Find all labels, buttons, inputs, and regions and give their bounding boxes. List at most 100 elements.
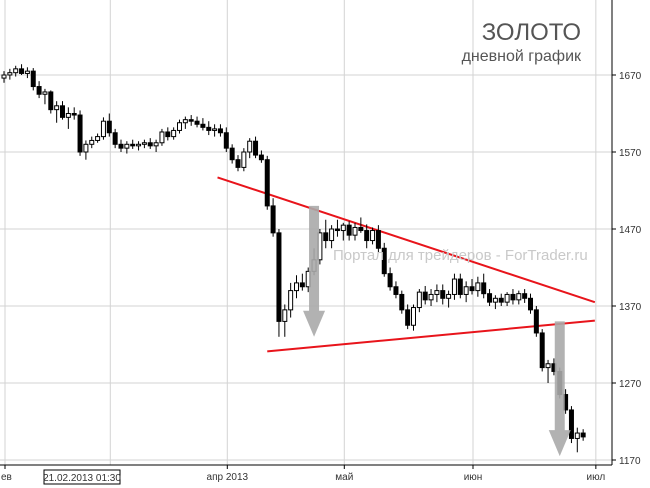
- candle-body-down: [30, 70, 36, 88]
- candle-body-up: [282, 309, 288, 322]
- y-axis: 1170 1270 1370 1470 1570 1670: [612, 71, 642, 467]
- candle-body-down: [440, 290, 446, 299]
- candle-16: [95, 133, 101, 143]
- candle-body-up: [516, 293, 522, 301]
- candle-82: [481, 273, 487, 299]
- candle-body-up: [288, 290, 294, 311]
- candle-body-down: [405, 309, 411, 326]
- candle-body-down: [253, 140, 259, 156]
- candle-body-up: [89, 139, 95, 145]
- candle-79: [463, 281, 469, 303]
- candle-72: [422, 285, 428, 305]
- arrows: [303, 205, 571, 457]
- candle-body-up: [428, 293, 434, 301]
- candle-body-down: [580, 432, 586, 438]
- candle-43: [253, 136, 259, 159]
- candle-body-up: [83, 143, 89, 153]
- candle-body-down: [387, 273, 393, 288]
- candle-body-down: [118, 143, 124, 149]
- candle-92: [539, 329, 545, 372]
- candle-20: [118, 139, 124, 152]
- candle-67: [393, 281, 399, 299]
- candle-body-down: [264, 159, 270, 207]
- candle-body-down: [19, 68, 25, 74]
- candle-body-up: [124, 143, 130, 149]
- candle-body-down: [358, 226, 364, 232]
- candle-28: [165, 127, 171, 141]
- x-tick-label-3: июн: [464, 472, 483, 483]
- candle-body-down: [229, 147, 235, 161]
- candle-body-down: [533, 309, 539, 334]
- candle-21: [124, 141, 130, 154]
- candle-41: [241, 148, 247, 172]
- candle-body-down: [48, 91, 54, 111]
- candle-body-up: [54, 105, 60, 111]
- candle-51: [299, 273, 305, 291]
- y-tick-label-1270: 1270: [619, 379, 642, 390]
- candle-61: [358, 217, 364, 233]
- candle-body-up: [212, 128, 218, 131]
- y-tick-label-1670: 1670: [619, 71, 642, 82]
- candle-body-down: [194, 120, 200, 125]
- candle-body-up: [7, 72, 13, 76]
- candle-body-down: [206, 126, 212, 131]
- candle-body-up: [241, 151, 247, 168]
- candle-body-up: [42, 91, 48, 95]
- candle-44: [258, 150, 264, 163]
- candle-body-down: [510, 293, 516, 301]
- candle-97: [568, 406, 574, 444]
- candle-12: [71, 107, 77, 120]
- candle-body-down: [235, 159, 241, 168]
- candle-19: [112, 128, 118, 149]
- candle-26: [153, 139, 159, 152]
- candle-10: [60, 101, 65, 120]
- candle-83: [487, 289, 493, 306]
- chart-title: ЗОЛОТО: [482, 19, 581, 46]
- candle-34: [200, 118, 206, 131]
- candle-body-down: [393, 286, 399, 295]
- candle-14: [83, 140, 89, 160]
- candle-body-down: [399, 293, 405, 311]
- candle-11: [65, 107, 71, 129]
- candle-body-up: [24, 70, 30, 74]
- candle-49: [288, 282, 294, 318]
- candle-body-down: [346, 224, 352, 236]
- down-arrow-0: [303, 205, 326, 337]
- candle-body-down: [375, 230, 381, 249]
- candle-25: [147, 138, 153, 149]
- candle-body-down: [528, 297, 533, 311]
- candle-36: [212, 124, 218, 137]
- candle-98: [574, 427, 580, 453]
- candle-27: [159, 128, 165, 146]
- candle-75: [440, 284, 446, 305]
- candle-47: [276, 229, 282, 337]
- candle-9: [54, 101, 60, 123]
- candle-body-up: [247, 140, 253, 153]
- candle-91: [533, 306, 539, 337]
- candle-74: [434, 284, 440, 303]
- candle-body-up: [434, 290, 440, 295]
- y-tick-label-1570: 1570: [619, 148, 642, 159]
- candle-body-up: [100, 120, 106, 138]
- candle-57: [334, 219, 340, 237]
- candle-77: [451, 273, 457, 300]
- candle-3: [19, 64, 25, 75]
- candle-38: [223, 127, 229, 152]
- candle-45: [264, 155, 270, 210]
- candle-63: [370, 227, 376, 245]
- candle-body-up: [340, 224, 346, 232]
- candle-body-up: [95, 136, 101, 141]
- candle-2: [13, 65, 19, 77]
- candle-body-up: [492, 297, 498, 303]
- candle-body-down: [270, 205, 276, 234]
- watermark-text: Портал для трейдеров - ForTrader.ru: [333, 247, 588, 264]
- candle-body-down: [223, 132, 229, 149]
- candle-body-up: [329, 228, 335, 242]
- trendlines: [217, 176, 596, 353]
- candle-body-down: [539, 332, 545, 369]
- candle-body-up: [504, 293, 510, 303]
- candle-42: [247, 138, 253, 159]
- candle-body-down: [60, 105, 65, 118]
- y-tick-label-1470: 1470: [619, 225, 642, 236]
